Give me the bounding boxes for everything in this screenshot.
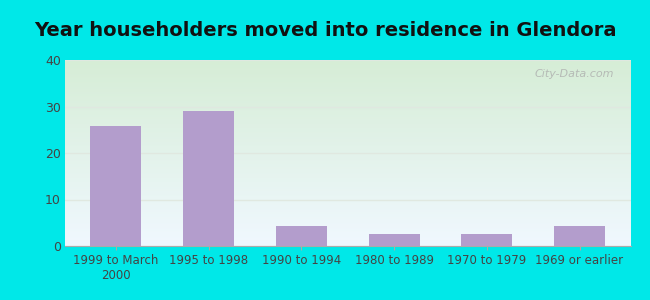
Bar [462,234,512,246]
Bar [276,226,327,246]
Bar [183,111,234,246]
Bar [90,127,142,246]
Bar [369,234,420,246]
Bar [554,226,605,246]
Text: City-Data.com: City-Data.com [534,69,614,79]
Text: Year householders moved into residence in Glendora: Year householders moved into residence i… [34,21,616,40]
